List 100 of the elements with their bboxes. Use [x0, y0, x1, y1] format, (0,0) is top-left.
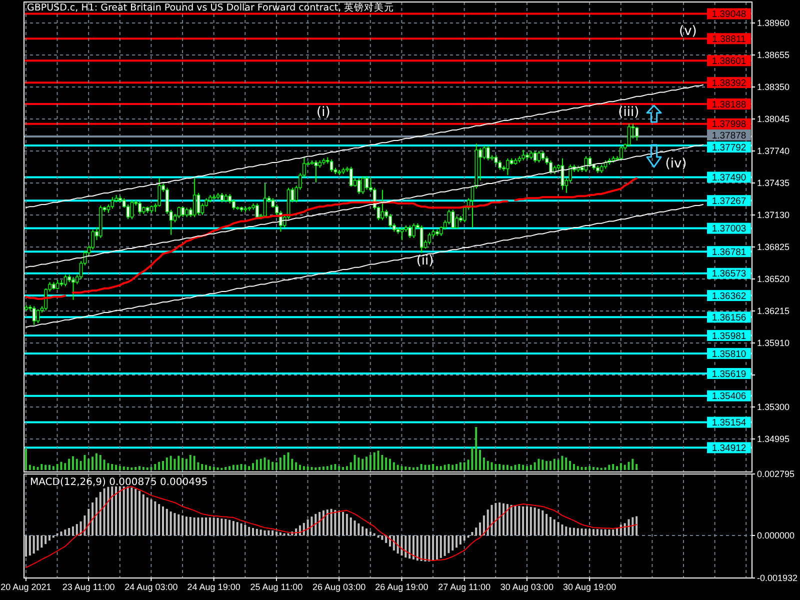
- bar: [584, 466, 587, 470]
- bar: [40, 535, 43, 548]
- bar: [252, 528, 254, 536]
- bar: [92, 502, 94, 536]
- x-tick-label: 24 Aug 19:00: [187, 582, 240, 592]
- x-tick-label: 20 Aug 2021: [0, 582, 52, 592]
- bar: [103, 460, 106, 470]
- bar: [275, 462, 278, 470]
- bar: [346, 466, 348, 470]
- bar: [103, 488, 106, 536]
- bar: [604, 467, 606, 470]
- bar: [197, 517, 200, 536]
- bar: [498, 464, 501, 470]
- bar: [318, 466, 321, 470]
- bar: [354, 454, 356, 470]
- bar: [162, 460, 164, 470]
- bar: [298, 464, 301, 470]
- bar: [456, 535, 458, 548]
- bar: [115, 464, 118, 470]
- y-tick-label: 0.000000: [757, 530, 795, 541]
- bar: [506, 464, 508, 470]
- bar: [459, 535, 462, 545]
- bar: [538, 458, 540, 470]
- bar: [608, 530, 610, 536]
- bar: [279, 532, 282, 536]
- y-tick-label: 0.002795: [757, 469, 795, 480]
- bar: [310, 466, 313, 470]
- bar: [565, 458, 568, 470]
- bar: [314, 514, 317, 536]
- bar: [244, 464, 246, 470]
- bar: [479, 450, 482, 470]
- bar: [576, 466, 579, 470]
- bar: [28, 464, 31, 470]
- x-tick-label: 24 Aug 03:00: [124, 582, 178, 592]
- bar: [549, 517, 552, 536]
- y-tick-label: -0.001932: [757, 573, 798, 584]
- bar: [170, 456, 172, 470]
- bar: [565, 526, 568, 536]
- bar: [494, 502, 497, 536]
- bar: [322, 510, 324, 536]
- bar: [150, 466, 152, 470]
- x-tick-label: 30 Aug 03:00: [500, 582, 554, 592]
- bar: [185, 516, 188, 536]
- bar: [256, 528, 258, 536]
- bar: [490, 504, 493, 536]
- bar: [228, 520, 231, 536]
- bar: [506, 504, 508, 536]
- bar: [283, 454, 286, 470]
- bar: [526, 506, 528, 536]
- bar: [553, 458, 556, 470]
- bar: [494, 464, 497, 470]
- bar: [400, 466, 403, 470]
- bar: [490, 462, 493, 470]
- bar: [232, 464, 234, 470]
- bar: [636, 464, 638, 470]
- bar: [459, 462, 462, 470]
- bar: [358, 458, 360, 470]
- bar: [628, 519, 630, 536]
- bar: [32, 535, 35, 554]
- x-tick-label: 25 Aug 11:00: [250, 582, 303, 592]
- bar: [385, 458, 388, 470]
- bar: [482, 458, 485, 470]
- bar: [338, 510, 340, 536]
- bar: [201, 464, 204, 470]
- bar: [534, 462, 536, 470]
- bar: [471, 532, 474, 536]
- bar: [572, 528, 575, 536]
- bar: [154, 501, 156, 536]
- bar: [350, 517, 352, 536]
- bar: [452, 535, 454, 550]
- bar: [178, 514, 180, 536]
- bar: [369, 454, 372, 470]
- bar: [608, 464, 610, 470]
- bar: [68, 458, 70, 470]
- bar: [130, 467, 133, 470]
- bar: [546, 514, 548, 536]
- bar: [216, 467, 219, 470]
- bar: [84, 515, 86, 536]
- bar: [32, 466, 35, 470]
- bar: [530, 506, 532, 536]
- bar: [166, 458, 168, 470]
- bar: [302, 466, 305, 470]
- chart-title: MACD(12,26,9) 0.000875 0.000495: [30, 477, 208, 488]
- bar: [588, 466, 591, 470]
- bar: [48, 464, 50, 470]
- bar: [64, 530, 66, 536]
- bar: [502, 503, 505, 536]
- bar: [616, 528, 618, 536]
- bar: [60, 532, 62, 536]
- bar: [314, 467, 317, 470]
- bar: [612, 464, 614, 470]
- bar: [534, 508, 536, 536]
- bar: [232, 520, 234, 536]
- bar: [52, 466, 54, 470]
- bar: [244, 524, 246, 536]
- bar: [318, 512, 321, 536]
- bar: [240, 523, 242, 536]
- x-tick-label: 23 Aug 11:00: [62, 582, 115, 592]
- bar: [498, 502, 501, 536]
- bar: [115, 486, 118, 536]
